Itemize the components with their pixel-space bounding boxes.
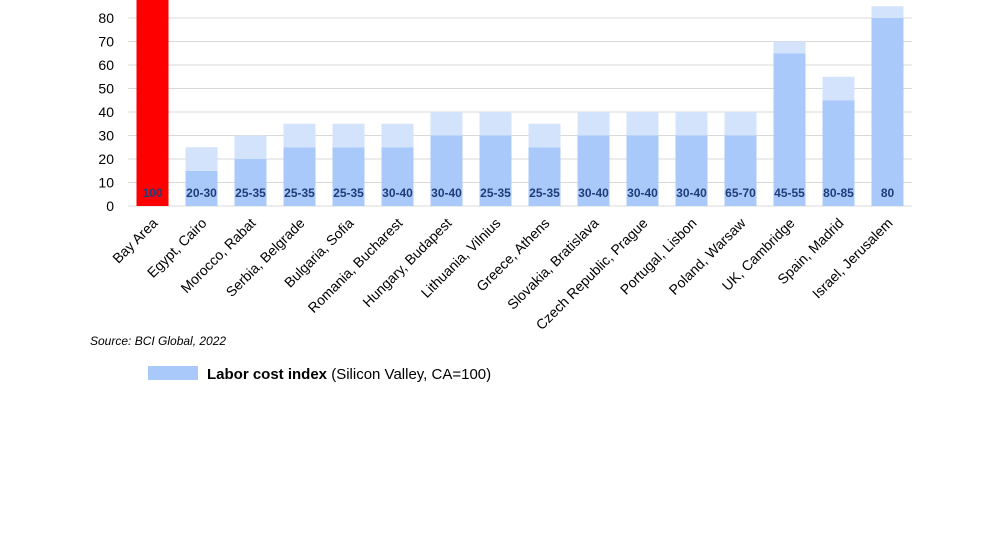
y-tick-label: 30 (98, 128, 114, 144)
bar-segment (577, 112, 610, 136)
bar-segment (675, 112, 708, 136)
data-label: 30-40 (676, 186, 707, 200)
data-label: 80 (881, 186, 895, 200)
bar-segment (822, 76, 855, 101)
y-tick-label: 10 (98, 175, 114, 191)
bar-segment (773, 53, 806, 206)
y-tick-label: 0 (106, 198, 114, 214)
data-label: 65-70 (725, 186, 756, 200)
bar-segment (626, 112, 659, 136)
bar-segment (528, 123, 561, 148)
y-tick-label: 40 (98, 104, 114, 120)
bar-segment (871, 6, 904, 18)
bar-segment (773, 41, 806, 54)
data-label: 45-55 (774, 186, 805, 200)
y-tick-label: 50 (98, 81, 114, 97)
x-tick-label: Slovakia, Bratislava (504, 215, 602, 313)
bar-segment (822, 100, 855, 206)
bar-segment (234, 159, 267, 206)
bar-segment (136, 0, 169, 206)
bar-segment (381, 147, 414, 206)
bar-segment (577, 135, 610, 206)
y-tick-label: 20 (98, 151, 114, 167)
y-tick-label: 90 (98, 0, 114, 3)
bar-segment (185, 170, 218, 206)
data-label: 25-35 (529, 186, 560, 200)
bar-segment (528, 147, 561, 206)
legend-label: Labor cost index (Silicon Valley, CA=100… (207, 366, 491, 383)
legend-swatch (148, 366, 198, 380)
bar-segment (430, 135, 463, 206)
data-label: 100 (142, 186, 162, 200)
bar-segment (332, 123, 365, 148)
bar-segment (234, 135, 267, 159)
source: Source: BCI Global, 2022 (90, 334, 226, 348)
y-tick-label: 60 (98, 57, 114, 73)
data-label: 25-35 (333, 186, 364, 200)
bar-segment (430, 112, 463, 136)
bar-segment (185, 147, 218, 171)
legend-label-rest: (Silicon Valley, CA=100) (331, 366, 491, 383)
x-tick-label: Hungary, Budapest (359, 215, 454, 310)
bar-segment (871, 18, 904, 206)
data-label: 30-40 (578, 186, 609, 200)
y-tick-label: 70 (98, 34, 114, 50)
bar-segment (479, 112, 512, 136)
bar-segment (381, 123, 414, 148)
bar-segment (332, 147, 365, 206)
data-label: 80-85 (823, 186, 854, 200)
plot: 0102030405060708090100100Bay Area20-30Eg… (98, 0, 912, 333)
y-tick-label: 80 (98, 10, 114, 26)
data-label: 25-35 (235, 186, 266, 200)
bar-segment (724, 135, 757, 206)
bar-segment (626, 135, 659, 206)
legend-label-bold: Labor cost index (207, 366, 328, 383)
data-label: 25-35 (284, 186, 315, 200)
bar-segment (675, 135, 708, 206)
data-label: 30-40 (382, 186, 413, 200)
data-label: 20-30 (186, 186, 217, 200)
x-tick-label: Bay Area (109, 215, 161, 267)
bar-segment (724, 112, 757, 136)
data-label: 25-35 (480, 186, 511, 200)
data-label: 30-40 (627, 186, 658, 200)
x-tick-label: Romania, Bucharest (305, 215, 406, 316)
data-label: 30-40 (431, 186, 462, 200)
bar-segment (479, 135, 512, 206)
bar-segment (283, 147, 316, 206)
bar-segment (283, 123, 316, 148)
